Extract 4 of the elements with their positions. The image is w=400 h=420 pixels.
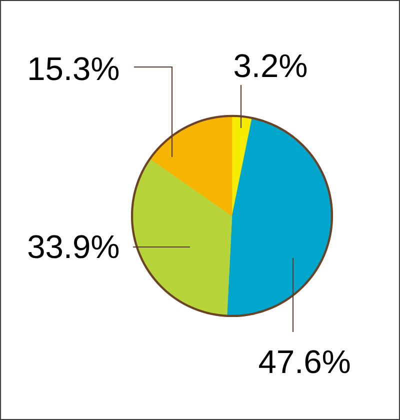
- data-label: 47.6%: [259, 350, 350, 374]
- data-label: 33.9%: [28, 235, 119, 258]
- data-label: 15.3%: [30, 57, 119, 80]
- data-label: 3.2%: [234, 54, 307, 78]
